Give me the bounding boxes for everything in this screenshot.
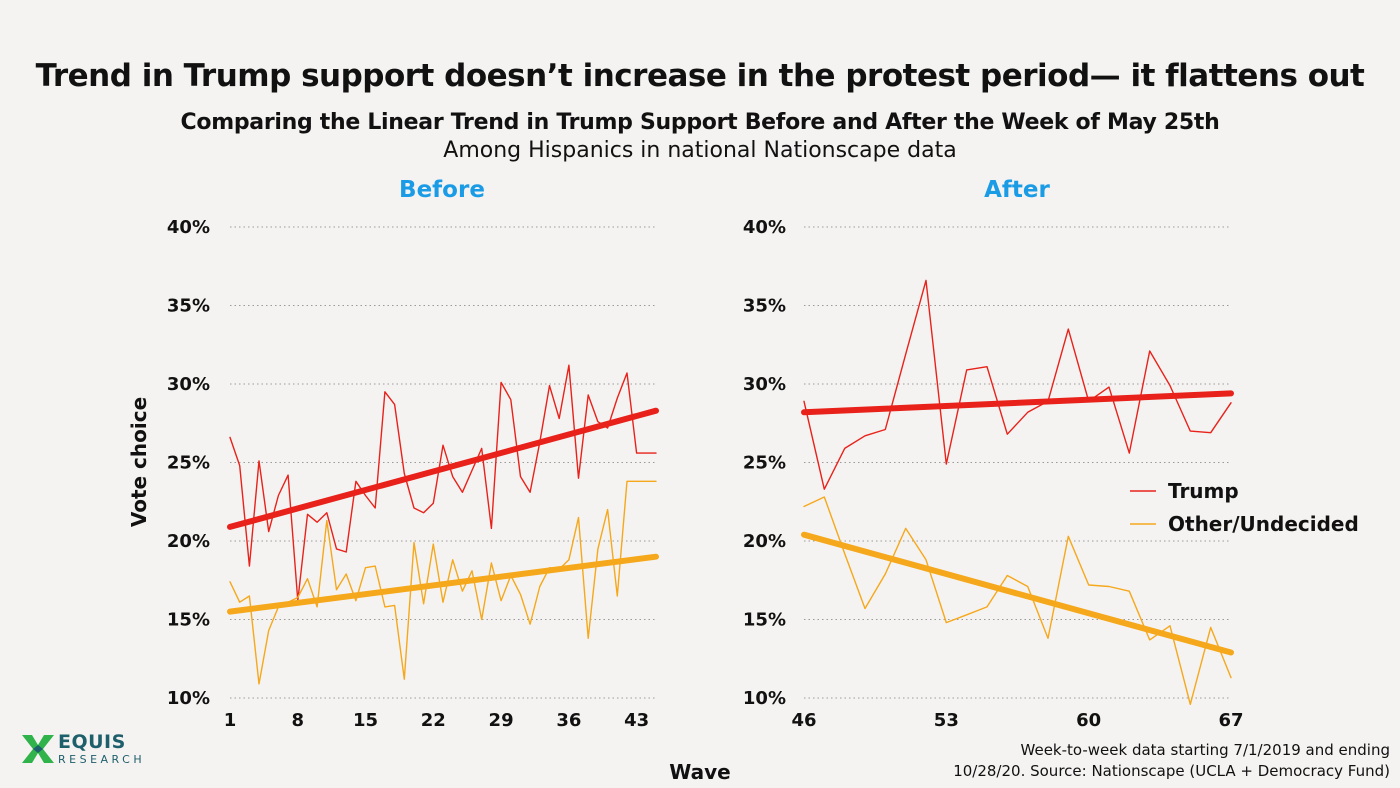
after-other-undecided-trend-line	[801, 531, 1234, 656]
source-line-1: Week-to-week data starting 7/1/2019 and …	[1020, 741, 1390, 759]
before-x-tick-label: 43	[624, 710, 649, 731]
equis-logo: EQUIS RESEARCH	[22, 733, 145, 765]
after-x-tick-label: 60	[1076, 710, 1101, 731]
after-y-tick-label: 40%	[743, 217, 786, 238]
before-x-tick-label: 36	[556, 710, 581, 731]
chart-subtitle-secondary: Among Hispanics in national Nationscape …	[443, 138, 957, 163]
before-trump-trend-line	[227, 407, 659, 530]
before-x-tick-label: 15	[353, 710, 378, 731]
after-y-tick-label: 10%	[743, 688, 786, 709]
before-other-undecided-trend-line	[227, 553, 659, 615]
after-x-tick-label: 67	[1218, 710, 1243, 731]
after-y-tick-label: 30%	[743, 374, 786, 395]
before-x-tick-label: 22	[421, 710, 446, 731]
source-note: Week-to-week data starting 7/1/2019 and …	[870, 740, 1390, 782]
before-y-tick-label: 35%	[167, 296, 210, 317]
chart-title: Trend in Trump support doesn’t increase …	[35, 58, 1365, 94]
after-y-tick-label: 15%	[743, 610, 786, 631]
before-panel-title: Before	[399, 177, 485, 203]
before-y-tick-label: 40%	[167, 217, 210, 238]
after-y-tick-label: 20%	[743, 531, 786, 552]
before-y-tick-label: 20%	[167, 531, 210, 552]
legend-label-trump: Trump	[1168, 479, 1239, 503]
y-axis-label: Vote choice	[127, 397, 151, 527]
chart-subtitle: Comparing the Linear Trend in Trump Supp…	[180, 110, 1220, 135]
before-y-tick-label: 25%	[167, 453, 210, 474]
after-trump-trend-line	[801, 390, 1234, 416]
x-axis-label: Wave	[669, 760, 730, 784]
logo-wordmark: EQUIS	[58, 731, 126, 753]
after-panel-title: After	[984, 177, 1050, 203]
after-trump-series-line	[803, 279, 1232, 490]
before-y-tick-label: 15%	[167, 610, 210, 631]
after-x-tick-label: 46	[791, 710, 816, 731]
before-trump-series-line	[229, 364, 657, 602]
after-y-tick-label: 35%	[743, 296, 786, 317]
logo-subtext: RESEARCH	[58, 753, 146, 766]
before-x-tick-label: 8	[292, 710, 305, 731]
source-line-2: 10/28/20. Source: Nationscape (UCLA + De…	[953, 762, 1390, 780]
before-x-tick-label: 1	[224, 710, 237, 731]
before-other-undecided-series-line	[229, 480, 657, 685]
legend-label-other-undecided: Other/Undecided	[1168, 512, 1359, 536]
before-x-tick-label: 29	[489, 710, 514, 731]
equis-x-icon	[22, 735, 54, 763]
before-y-tick-label: 10%	[167, 688, 210, 709]
after-y-tick-label: 25%	[743, 453, 786, 474]
after-x-tick-label: 53	[934, 710, 959, 731]
before-y-tick-label: 30%	[167, 374, 210, 395]
after-other-undecided-series-line	[803, 496, 1232, 705]
